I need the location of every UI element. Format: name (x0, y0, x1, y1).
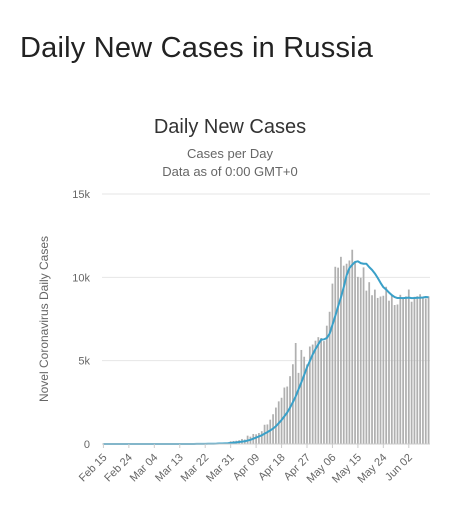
bar (407, 289, 410, 444)
bar (354, 262, 356, 444)
bar (368, 282, 371, 444)
bar (300, 349, 303, 444)
bar (348, 260, 351, 444)
bar (320, 337, 323, 444)
chart-container: Daily New Cases Cases per Day Data as of… (0, 110, 460, 512)
bar (258, 433, 260, 444)
bar (379, 296, 382, 444)
y-tick-label: 10k (72, 272, 90, 284)
bar (340, 256, 342, 444)
y-axis-label: Novel Coronavirus Daily Cases (37, 236, 51, 402)
y-tick-label: 15k (72, 189, 90, 201)
bar (303, 356, 306, 444)
y-tick-label: 0 (84, 439, 90, 451)
bar (294, 343, 297, 444)
y-axis-ticks: 0 5k 10k 15k (72, 189, 90, 451)
bar (357, 276, 359, 444)
bar (413, 296, 416, 444)
bar (427, 296, 430, 444)
bar (396, 304, 399, 444)
bar (317, 337, 320, 444)
bar (331, 283, 334, 444)
x-tick-label: Mar 31 (204, 452, 237, 485)
x-tick-label: Jun 02 (383, 452, 415, 484)
bar (376, 297, 379, 444)
chart-subtitle: Cases per Day (187, 146, 273, 161)
x-tick-label: Apr 09 (231, 452, 262, 483)
bar (419, 294, 421, 444)
bar (373, 289, 376, 444)
bar (308, 346, 311, 444)
bar (328, 311, 331, 444)
x-tick-label: Apr 18 (256, 452, 287, 483)
bar (382, 295, 385, 444)
bar (390, 295, 393, 444)
bar (269, 419, 272, 444)
bar (337, 267, 339, 444)
bar (405, 296, 407, 444)
bar-series (184, 249, 430, 444)
bar (351, 249, 354, 444)
bar (424, 298, 427, 444)
bar (342, 265, 345, 444)
bar (402, 298, 405, 444)
page-heading: Daily New Cases in Russia (20, 32, 374, 64)
bar (311, 344, 314, 444)
bar (393, 305, 396, 444)
bar (297, 372, 300, 444)
bar (422, 297, 424, 444)
chart-title: Daily New Cases (153, 116, 307, 138)
bar (314, 340, 317, 444)
bar (388, 300, 390, 444)
bar (260, 431, 263, 444)
bar (286, 386, 289, 444)
chart-data-date: Data as of 0:00 GMT+0 (162, 164, 298, 179)
bar (385, 286, 388, 444)
bar (359, 277, 362, 444)
bar (362, 267, 365, 444)
bar (255, 434, 257, 444)
bar (325, 325, 328, 444)
bar (365, 290, 368, 444)
bar (371, 295, 373, 444)
bar (416, 296, 419, 444)
bar (289, 376, 291, 444)
y-tick-label: 5k (78, 356, 90, 368)
bar (345, 263, 348, 444)
bar (323, 341, 325, 444)
bar (266, 424, 269, 444)
bar (410, 301, 413, 444)
bar (306, 364, 308, 444)
bar (399, 294, 402, 444)
bar (334, 266, 337, 444)
